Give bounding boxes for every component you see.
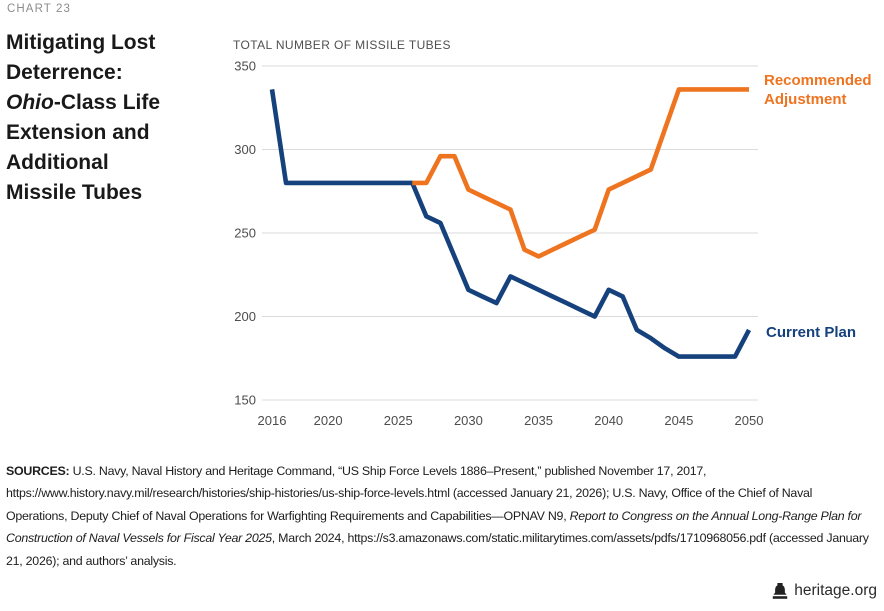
footer-site-link[interactable]: heritage.org [794, 582, 877, 599]
x-tick-label-2025: 2025 [384, 413, 413, 428]
x-tick-label-2040: 2040 [594, 413, 623, 428]
x-tick-label-2045: 2045 [664, 413, 693, 428]
y-axis-title: TOTAL NUMBER OF MISSILE TUBES [233, 38, 451, 52]
sources-note: SOURCES: U.S. Navy, Naval History and He… [6, 460, 874, 572]
x-tick-label-2050: 2050 [735, 413, 764, 428]
sources-text-2: , March 2024, https://s3.amazonaws.com/s… [6, 531, 869, 568]
sources-text-1: U.S. Navy, Naval History and Heritage Co… [6, 464, 813, 523]
x-tick-label-2016: 2016 [258, 413, 287, 428]
heritage-bell-icon [773, 582, 788, 599]
title-text-post: -Class Life Extension and Additional Mis… [6, 91, 161, 204]
page-title: Mitigating Lost Deterrence: Ohio-Class L… [6, 28, 178, 208]
footer: heritage.org [772, 582, 877, 600]
y-tick-label-150: 150 [234, 393, 256, 408]
x-tick-label-2020: 2020 [314, 413, 343, 428]
series-line-current-plan [269, 89, 752, 359]
chart-plot-area: 150 200 250 300 350 2016 2020 2025 2030 2035 2040 2… [234, 59, 764, 429]
x-tick-label-2030: 2030 [454, 413, 483, 428]
sources-label: SOURCES: [6, 464, 70, 478]
sources-report-title: Report to Congress on the Annual Long-Ra… [6, 508, 862, 546]
title-text-italic: Ohio [6, 91, 54, 114]
chart-number-label: CHART 23 [7, 3, 71, 15]
title-text-pre: Mitigating Lost Deterrence: [6, 31, 156, 84]
series-label-recommended-adjustment: Recommended Adjustment [764, 72, 872, 108]
series-label-current-plan: Current Plan [766, 324, 857, 341]
y-tick-label-200: 200 [234, 309, 256, 324]
x-tick-label-2035: 2035 [524, 413, 553, 428]
y-tick-label-350: 350 [234, 59, 256, 74]
y-tick-label-250: 250 [234, 226, 256, 241]
y-tick-label-300: 300 [234, 142, 256, 157]
series-line-recommended-adjustment [412, 87, 749, 259]
